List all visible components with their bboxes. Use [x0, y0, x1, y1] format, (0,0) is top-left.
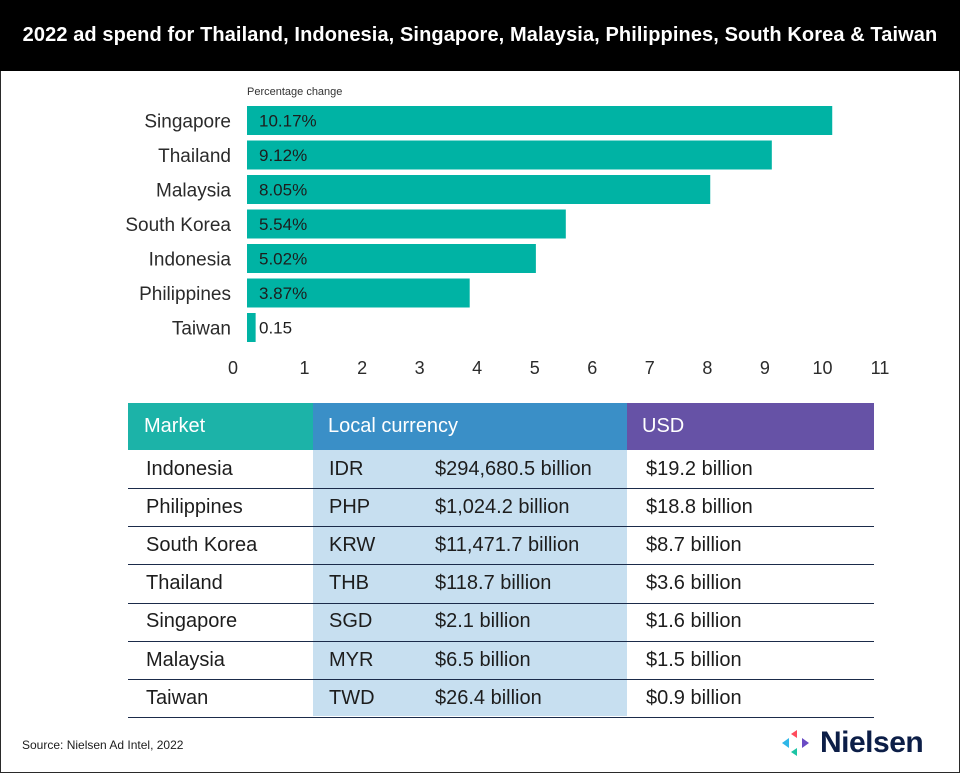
- usd-value-cell: $18.8 billion: [646, 495, 753, 518]
- market-cell: Taiwan: [146, 686, 209, 709]
- currency-code-cell: THB: [329, 572, 369, 595]
- usd-value-cell: $1.5 billion: [646, 648, 742, 671]
- header-market: Market: [128, 403, 313, 450]
- category-label-thailand: Thailand: [158, 146, 231, 167]
- usd-value-cell: $1.6 billion: [646, 610, 742, 633]
- local-value-cell: $2.1 billion: [435, 610, 531, 633]
- market-cell: Malaysia: [146, 648, 225, 671]
- category-label-taiwan: Taiwan: [172, 319, 231, 340]
- bar-philippines: [247, 278, 470, 308]
- value-label-indonesia: 5.02%: [259, 250, 307, 269]
- x-tick-5: 5: [530, 358, 540, 378]
- currency-code-cell: KRW: [329, 533, 376, 556]
- market-cell: South Korea: [146, 533, 258, 556]
- source-note: Source: Nielsen Ad Intel, 2022: [22, 738, 184, 752]
- usd-value-cell: $19.2 billion: [646, 457, 753, 480]
- local-currency-column-shade: [313, 403, 627, 716]
- category-label-south-korea: South Korea: [125, 215, 231, 236]
- nielsen-logo: Nielsen: [780, 724, 924, 762]
- category-label-philippines: Philippines: [139, 284, 231, 305]
- bar-thailand: [247, 140, 772, 170]
- axis-caption: Percentage change: [247, 86, 342, 98]
- table-row: Philippines PHP $1,024.2 billion $18.8 bill…: [128, 488, 874, 528]
- market-cell: Singapore: [146, 610, 238, 633]
- currency-code-cell: MYR: [329, 648, 374, 671]
- x-tick-1: 1: [300, 358, 310, 378]
- local-value-cell: $118.7 billion: [435, 572, 552, 595]
- usd-value-cell: $8.7 billion: [646, 533, 742, 556]
- x-tick-8: 8: [702, 358, 712, 378]
- category-label-malaysia: Malaysia: [156, 181, 231, 202]
- market-cell: Thailand: [146, 572, 223, 595]
- local-value-cell: $6.5 billion: [435, 648, 531, 671]
- x-tick-10: 10: [812, 358, 832, 378]
- header-usd: USD: [627, 403, 874, 450]
- value-label-malaysia: 8.05%: [259, 181, 307, 200]
- currency-code-cell: PHP: [329, 495, 371, 518]
- bar-taiwan: [247, 313, 256, 342]
- table-row: Singapore SGD $2.1 billion $1.6 billion: [128, 603, 874, 642]
- table-row: Taiwan TWD $26.4 billion $0.9 billion: [128, 679, 874, 719]
- table-row: South Korea KRW $11,471.7 billion $8.7 bill…: [128, 526, 874, 566]
- x-tick-labels: 0 1 2 3 4 5 6 7 8 9 10 11: [228, 358, 889, 378]
- bar-south-korea: [247, 209, 566, 239]
- value-label-south-korea: 5.54%: [259, 215, 307, 234]
- market-cell: Philippines: [146, 495, 243, 518]
- category-label-singapore: Singapore: [144, 112, 231, 133]
- nielsen-logo-icon: [782, 730, 809, 756]
- x-tick-9: 9: [760, 358, 770, 378]
- x-tick-2: 2: [357, 358, 367, 378]
- local-value-cell: $26.4 billion: [435, 686, 542, 709]
- category-label-indonesia: Indonesia: [149, 250, 232, 271]
- currency-code-cell: TWD: [329, 686, 375, 709]
- table-row: Thailand THB $118.7 billion $3.6 billion: [128, 565, 874, 604]
- market-cell: Indonesia: [146, 457, 233, 480]
- x-tick-6: 6: [587, 358, 597, 378]
- value-label-singapore: 10.17%: [259, 112, 317, 131]
- page-title: 2022 ad spend for Thailand, Indonesia, S…: [0, 0, 960, 71]
- bar-indonesia: [247, 244, 536, 273]
- header-local-currency: Local currency: [313, 403, 627, 450]
- value-label-thailand: 9.12%: [259, 146, 307, 165]
- x-tick-11: 11: [871, 358, 890, 378]
- x-tick-3: 3: [415, 358, 425, 378]
- local-value-cell: $1,024.2 billion: [435, 495, 570, 518]
- bar-singapore: [247, 106, 833, 135]
- bar-chart: Percentage change Singapore 10.17% Thailan…: [125, 86, 889, 378]
- local-value-cell: $294,680.5 billion: [435, 457, 592, 480]
- x-tick-4: 4: [472, 358, 482, 378]
- usd-value-cell: $0.9 billion: [646, 686, 742, 709]
- table-row: Indonesia IDR $294,680.5 billion $19.2 bill…: [128, 450, 874, 489]
- bars-group: Singapore 10.17% Thailand 9.12% Malaysia 8.05…: [125, 106, 833, 342]
- local-value-cell: $11,471.7 billion: [435, 533, 580, 556]
- currency-code-cell: SGD: [329, 610, 373, 633]
- logo-wordmark: Nielsen: [820, 726, 924, 759]
- x-tick-0: 0: [228, 358, 238, 378]
- x-tick-7: 7: [645, 358, 655, 378]
- table-row: Malaysia MYR $6.5 billion $1.5 billion: [128, 641, 874, 680]
- value-label-philippines: 3.87%: [259, 284, 307, 303]
- value-label-taiwan: 0.15: [259, 319, 292, 338]
- bar-malaysia: [247, 175, 711, 204]
- currency-code-cell: IDR: [329, 457, 364, 480]
- usd-value-cell: $3.6 billion: [646, 572, 742, 595]
